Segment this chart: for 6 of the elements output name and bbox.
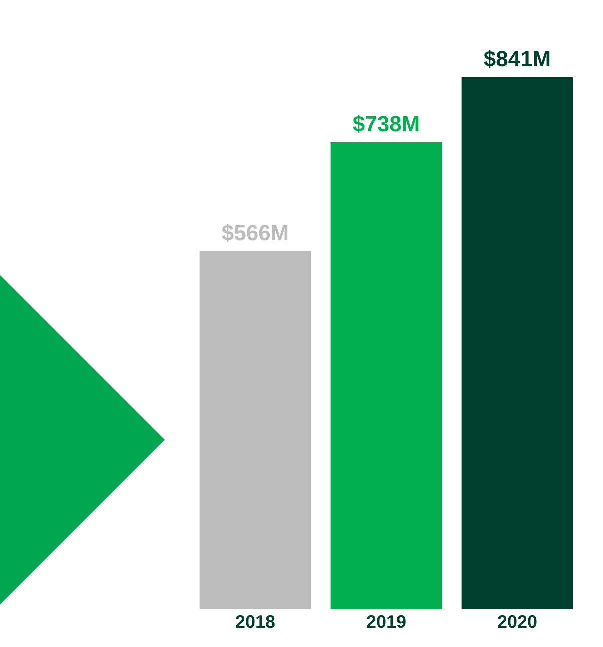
- x-tick-label: 2018: [235, 612, 276, 632]
- data-label: $738M: [352, 112, 420, 137]
- data-label: $841M: [484, 46, 552, 72]
- x-tick-label: 2019: [366, 612, 407, 632]
- x-tick-label: 2020: [497, 612, 538, 632]
- data-label: $566M: [222, 220, 290, 246]
